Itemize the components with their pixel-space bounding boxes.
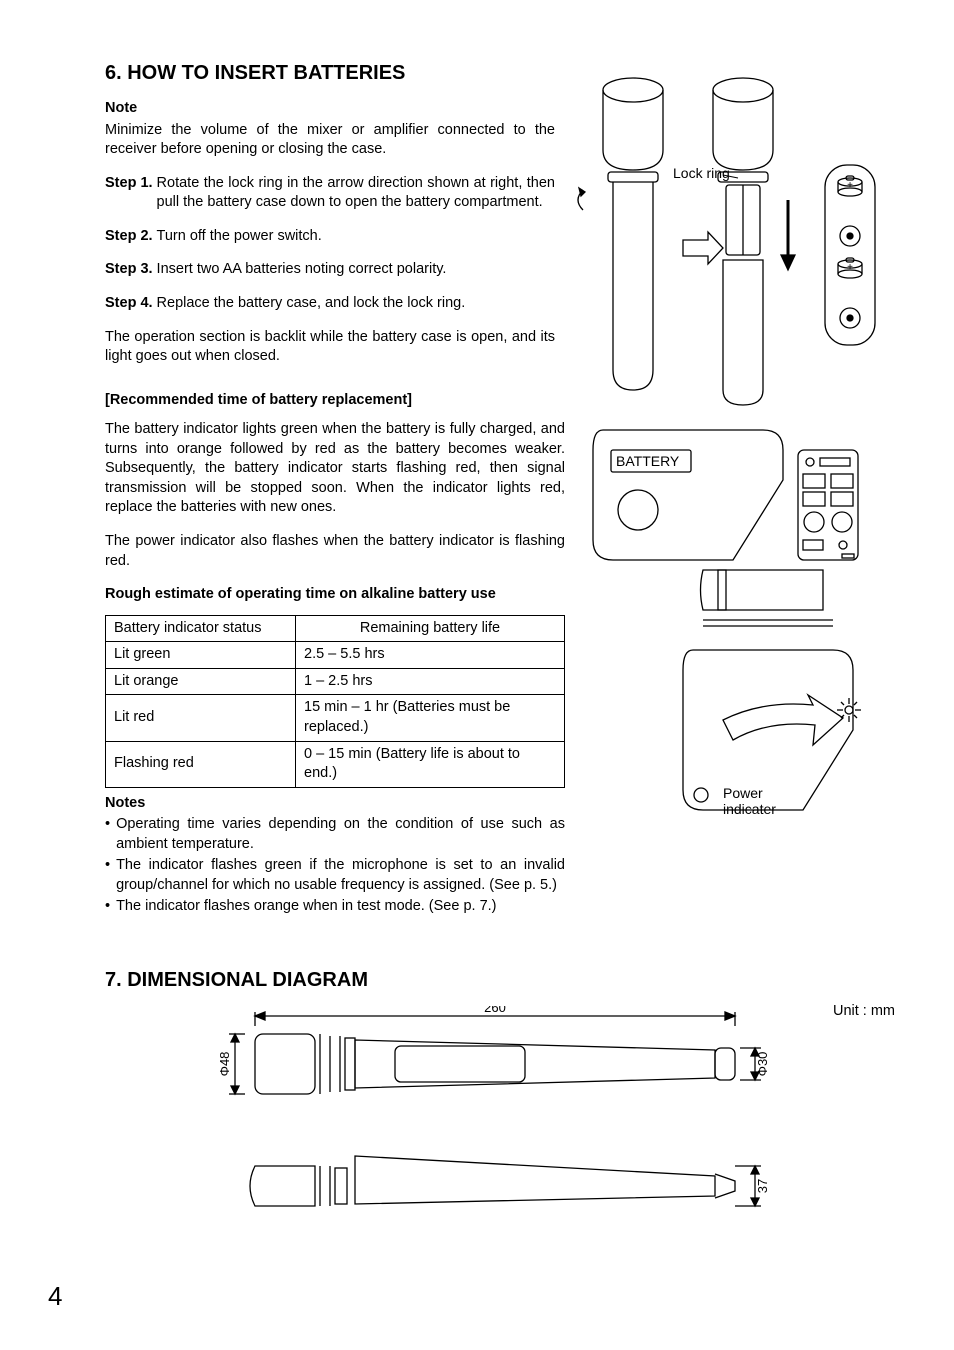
step-4-label: Step 4.	[105, 294, 153, 314]
step-2: Step 2. Turn off the power switch.	[105, 227, 555, 247]
recommend-p2: The power indicator also flashes when th…	[105, 532, 565, 571]
section-7-title: 7. DIMENSIONAL DIAGRAM	[105, 967, 884, 994]
step-3-label: Step 3.	[105, 260, 153, 280]
table-row: Lit orange1 – 2.5 hrs	[106, 668, 565, 695]
page-number: 4	[48, 1279, 62, 1314]
dimensional-diagram: 260 Φ48 Φ30 37	[195, 1006, 835, 1266]
table-title: Rough estimate of operating time on alka…	[105, 585, 565, 605]
step-4-body: Replace the battery case, and lock the l…	[157, 294, 466, 314]
note-item: The indicator flashes green if the micro…	[116, 856, 565, 895]
table-row: Lit green2.5 – 5.5 hrs	[106, 642, 565, 669]
notes-label: Notes	[105, 794, 565, 814]
battery-indicator-figure: BATTERY Power indicater	[583, 420, 883, 840]
lock-ring-label: Lock ring	[673, 165, 730, 181]
step-1: Step 1. Rotate the lock ring in the arro…	[105, 174, 555, 213]
dim-d-tail: Φ30	[755, 1052, 770, 1077]
bullet-icon: •	[105, 897, 110, 917]
after-steps: The operation section is backlit while t…	[105, 328, 555, 367]
step-1-label: Step 1.	[105, 174, 153, 213]
table-row: Flashing red0 – 15 min (Battery life is …	[106, 741, 565, 787]
note-item: The indicator flashes orange when in tes…	[116, 897, 496, 917]
th-life: Remaining battery life	[296, 615, 565, 642]
battery-label: BATTERY	[616, 453, 680, 469]
bullet-icon: •	[105, 815, 110, 854]
note-body: Minimize the volume of the mixer or ampl…	[105, 121, 555, 160]
battery-insert-figure: + + Lock ring	[573, 60, 883, 410]
dim-length: 260	[484, 1006, 506, 1015]
table-row: Lit red15 min – 1 hr (Batteries must be …	[106, 695, 565, 741]
notes-list: •Operating time varies depending on the …	[105, 815, 565, 917]
step-2-label: Step 2.	[105, 227, 153, 247]
note-item: Operating time varies depending on the c…	[116, 815, 565, 854]
step-3: Step 3. Insert two AA batteries noting c…	[105, 260, 555, 280]
step-2-body: Turn off the power switch.	[157, 227, 322, 247]
step-3-body: Insert two AA batteries noting correct p…	[157, 260, 447, 280]
dim-d-head: Φ48	[217, 1052, 232, 1077]
svg-text:+: +	[847, 180, 853, 191]
svg-text:+: +	[847, 262, 853, 273]
section-6-title: 6. HOW TO INSERT BATTERIES	[105, 60, 555, 87]
unit-label: Unit : mm	[833, 1002, 895, 1022]
recommend-p1: The battery indicator lights green when …	[105, 420, 565, 518]
dim-side-h: 37	[755, 1179, 770, 1193]
bullet-icon: •	[105, 856, 110, 895]
note-label: Note	[105, 99, 555, 119]
th-status: Battery indicator status	[106, 615, 296, 642]
power-label-2: indicater	[723, 801, 776, 817]
step-1-body: Rotate the lock ring in the arrow direct…	[157, 174, 555, 213]
battery-life-table: Battery indicator statusRemaining batter…	[105, 615, 565, 788]
step-4: Step 4. Replace the battery case, and lo…	[105, 294, 555, 314]
recommend-head: [Recommended time of battery replacement…	[105, 391, 555, 411]
power-label-1: Power	[723, 785, 763, 801]
